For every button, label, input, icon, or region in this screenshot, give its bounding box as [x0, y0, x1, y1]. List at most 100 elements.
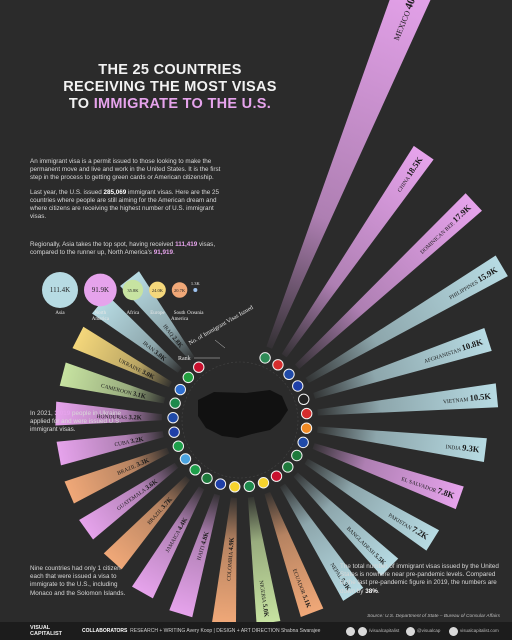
bar-honduras: [55, 401, 163, 426]
bar-group-0: MEXICO 40.6K: [266, 0, 438, 349]
collaborators: COLLABORATORS RESEARCH + WRITING Avery K…: [82, 628, 320, 634]
bar-group-10: NEPAL 5.3K: [279, 483, 364, 601]
intro-text: An immigrant visa is a permit issued to …: [30, 158, 230, 227]
region-bubble-europe: [149, 281, 166, 299]
bar-group-14: HAITI 4.8K: [169, 493, 221, 618]
flag-iraq: [193, 361, 205, 373]
bar-mexico: [266, 0, 438, 349]
ukraine-note-b: people in Ukraine applied for and were i…: [30, 410, 122, 434]
flag-pakistan: [291, 449, 303, 462]
country-name: HONDURAS: [96, 414, 128, 421]
intro-paragraph-2: Last year, the U.S. issued 285,069 immig…: [30, 189, 230, 222]
region-value: 35.8K: [127, 288, 139, 293]
bar-cameroon: [59, 362, 166, 404]
region-bubble-africa: [122, 279, 144, 301]
social-handle-1[interactable]: /visualcapitalist: [369, 628, 400, 633]
flag-ukraine: [174, 383, 187, 396]
flag-philippines: [292, 380, 304, 392]
social-handle-2[interactable]: @visualcap: [417, 628, 441, 633]
title-line-3: TO IMMIGRATE TO THE U.S.: [60, 96, 280, 113]
region-bubble-asia: [42, 272, 78, 308]
country-value: 3.2K: [130, 436, 144, 445]
website-link[interactable]: visualcapitalist.com: [460, 628, 499, 633]
web-icon[interactable]: [449, 627, 458, 636]
bar-iran: [92, 295, 182, 373]
region-name: Africa: [127, 311, 141, 316]
inner-ring: [181, 361, 299, 479]
axis-label-rank: Rank: [178, 356, 191, 362]
source-note: Source: U.S. Department of State – Burea…: [367, 614, 500, 619]
flag-brazil: [172, 440, 185, 452]
bar-group-12: NIGERIA 5.0K: [247, 496, 281, 625]
region-name: America: [171, 317, 189, 322]
region-note-c: .: [172, 249, 175, 257]
bar-dominican-rep-: [294, 193, 482, 369]
na-number: 91,919: [153, 249, 173, 257]
flag-mexico: [259, 352, 271, 364]
total-visas-number: 285,069: [103, 188, 127, 196]
bar-jamaica: [131, 486, 205, 599]
flag-el-salvador: [297, 436, 309, 449]
total-note-b: .: [377, 587, 380, 595]
flag-nepal: [270, 470, 283, 482]
region-value: 91.9K: [92, 286, 109, 294]
flag-china: [272, 359, 284, 371]
bar-group-20: HONDURAS 3.2K: [55, 401, 163, 426]
bar-india: [317, 426, 487, 463]
bar-ecuador: [264, 492, 324, 617]
region-bubble-oceania: [193, 288, 198, 292]
country-name: COLOMBIA: [226, 550, 234, 581]
total-note: The total number of immigrant visas issu…: [340, 563, 500, 596]
bar-afghanistan: [313, 327, 492, 399]
region-name: South: [174, 311, 186, 316]
region-value: 20.7K: [174, 288, 186, 293]
bar-cuba: [56, 431, 164, 466]
region-name: Asia: [55, 311, 65, 316]
facebook-icon[interactable]: [346, 627, 355, 636]
flag-vietnam: [300, 407, 313, 420]
flag-honduras: [167, 411, 179, 424]
brand-line-1: VISUAL: [30, 625, 51, 631]
region-note-a: Regionally, Asia takes the top spot, hav…: [30, 241, 176, 248]
bar-guatemala: [79, 462, 179, 540]
nine-countries-note: Nine countries had only 1 citizen each t…: [30, 565, 126, 597]
country-name: HAITI: [196, 544, 207, 561]
twitter-icon[interactable]: [358, 627, 367, 636]
region-note-b: visas, compared to the runner up, North …: [30, 241, 216, 257]
region-bubble-south-america: [171, 282, 188, 298]
bar-bangladesh: [293, 472, 399, 576]
instagram-icon[interactable]: [406, 627, 415, 636]
bar-ukraine: [72, 326, 172, 388]
bar-group-11: ECUADOR 5.1K: [264, 492, 324, 617]
country-value: 5.0K: [261, 603, 270, 617]
region-bubble-north-america: [84, 273, 117, 307]
country-value: 9.3K: [462, 442, 481, 454]
bar-group-4: AFGHANISTAN 10.8K: [313, 327, 492, 399]
page-title: THE 25 COUNTRIES RECEIVING THE MOST VISA…: [60, 62, 280, 113]
region-value: 1.3K: [191, 281, 201, 286]
region-name: Europe: [150, 311, 165, 316]
bar-china: [281, 145, 434, 358]
flag-ecuador: [257, 477, 270, 489]
bar-vietnam: [317, 383, 499, 416]
intro-p2-a: Last year, the U.S. issued: [30, 188, 104, 196]
region-name: America: [92, 317, 110, 322]
flag-dominican-rep-: [283, 368, 295, 381]
asia-number: 111,419: [175, 241, 198, 248]
country-value: 10.5K: [469, 391, 492, 403]
bar-label: COLOMBIA 4.9K: [225, 537, 235, 581]
us-map-silhouette: [198, 390, 288, 438]
flag-haiti: [214, 478, 227, 490]
ukraine-note-a: In 2021,: [30, 410, 55, 417]
country-value: 4.8K: [200, 531, 211, 546]
flag-brazil: [189, 464, 201, 476]
country-name: INDIA: [445, 444, 462, 452]
title-line-1: THE 25 COUNTRIES: [98, 62, 242, 78]
intro-p2-b: immigrant visas. Here are the 25 countri…: [30, 188, 220, 221]
flag-guatemala: [179, 453, 192, 465]
region-value: 24.0K: [152, 288, 164, 293]
region-name: North: [95, 311, 107, 316]
